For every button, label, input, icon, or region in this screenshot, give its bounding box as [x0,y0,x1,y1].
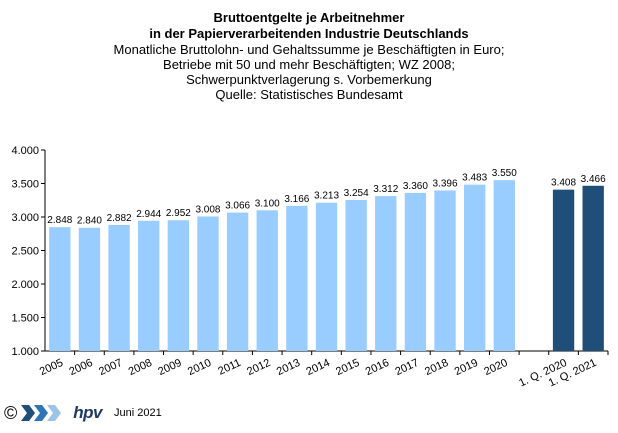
bar-value-label: 3.254 [344,188,369,199]
bar-value-label: 2.944 [136,209,161,220]
x-tick-label: 2006 [67,357,94,378]
bar-value-label: 3.100 [255,198,280,209]
y-tick-label: 2.500 [11,246,39,258]
bar-value-label: 3.408 [551,178,576,189]
bar-value-label: 3.360 [403,181,428,192]
footer: © hpv Juni 2021 [4,402,162,424]
bar-value-label: 3.483 [462,173,487,184]
bar-value-label: 2.848 [47,215,72,226]
y-tick-label: 3.500 [11,179,39,191]
y-tick-label: 4.000 [11,145,39,157]
chart-title-line-2: in der Papierverarbeitenden Industrie De… [149,26,469,41]
bar [493,180,515,351]
bar [167,220,190,351]
bar [375,196,397,351]
x-tick-label: 2020 [482,357,509,378]
x-tick-label: 2013 [275,357,302,378]
y-tick-label: 2.000 [11,279,39,291]
bar-value-label: 3.066 [225,201,250,212]
bar [138,220,160,351]
footer-date: Juni 2021 [114,407,162,419]
bar-value-label: 3.312 [373,184,398,195]
y-tick-label: 1.500 [11,313,39,325]
bar [404,192,427,351]
x-tick-label: 2008 [127,357,154,378]
bar-value-label: 3.550 [492,168,517,179]
chart-subtitle-line-1: Monatliche Bruttolohn- und Gehaltssumme … [113,42,505,57]
bar [345,199,367,351]
bar [256,210,278,351]
bar [197,216,219,351]
bar [49,227,71,351]
chart-subtitle-line-4: Quelle: Statistisches Bundesamt [215,87,403,102]
x-tick-label: 2016 [364,357,391,378]
bar [78,227,101,351]
bar [108,224,130,351]
x-tick-label: 2015 [334,357,361,378]
chart-subtitle-line-2: Betriebe mit 50 und mehr Beschäftigten; … [163,57,455,72]
x-tick-label: 2011 [216,357,243,378]
x-tick-label: 2010 [186,357,213,378]
bar [434,190,456,351]
bar [552,189,575,351]
bar-value-label: 3.213 [314,191,339,202]
bar [582,185,604,351]
x-tick-label: 2019 [453,357,480,378]
copyright-symbol: © [4,403,18,423]
bar-value-label: 2.840 [77,216,102,227]
bar-value-label: 2.952 [166,208,191,219]
bar-value-label: 2.882 [107,213,132,224]
x-tick-label: 2017 [393,357,420,378]
bar-value-label: 3.466 [581,174,606,185]
bar-value-label: 3.166 [284,194,309,205]
bar-chart: 1.000 1.500 2.000 2.500 3.000 3.500 4.000 2.848… [11,145,609,389]
chart-title-line-1: Bruttoentgelte je Arbeitnehmer [213,10,405,25]
bar [286,205,308,351]
x-tick-label: 2007 [97,357,124,378]
chart-subtitle-line-3: Schwerpunktverlagerung s. Vorbemerkung [186,72,432,87]
hpv-logo: hpv [73,403,102,422]
x-tick-label: 2009 [156,357,183,378]
bar [463,184,486,351]
bar-value-label: 3.008 [195,204,220,215]
x-tick-label: 2012 [245,357,272,378]
x-tick-label: 2005 [38,357,65,378]
x-tick-label: 2014 [305,357,332,378]
y-tick-label: 3.000 [11,212,39,224]
bar [226,212,249,351]
bar [315,202,338,351]
chart-titles: Bruttoentgelte je Arbeitnehmer in der Pa… [0,10,618,102]
bar-value-label: 3.396 [433,178,458,189]
y-tick-label: 1.000 [11,346,39,358]
x-tick-label: 2018 [423,357,450,378]
chevron-arrows-icon [21,405,62,421]
